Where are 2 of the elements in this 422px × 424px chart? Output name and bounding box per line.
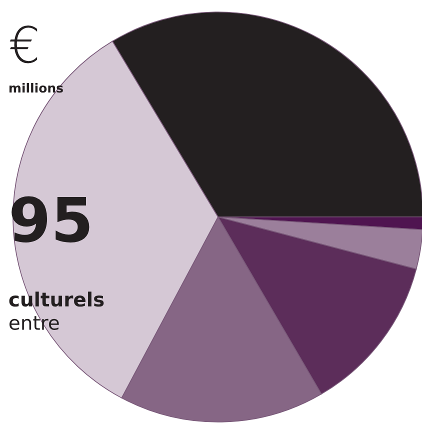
text: 95 xyxy=(12,196,90,242)
text: € xyxy=(10,25,38,64)
